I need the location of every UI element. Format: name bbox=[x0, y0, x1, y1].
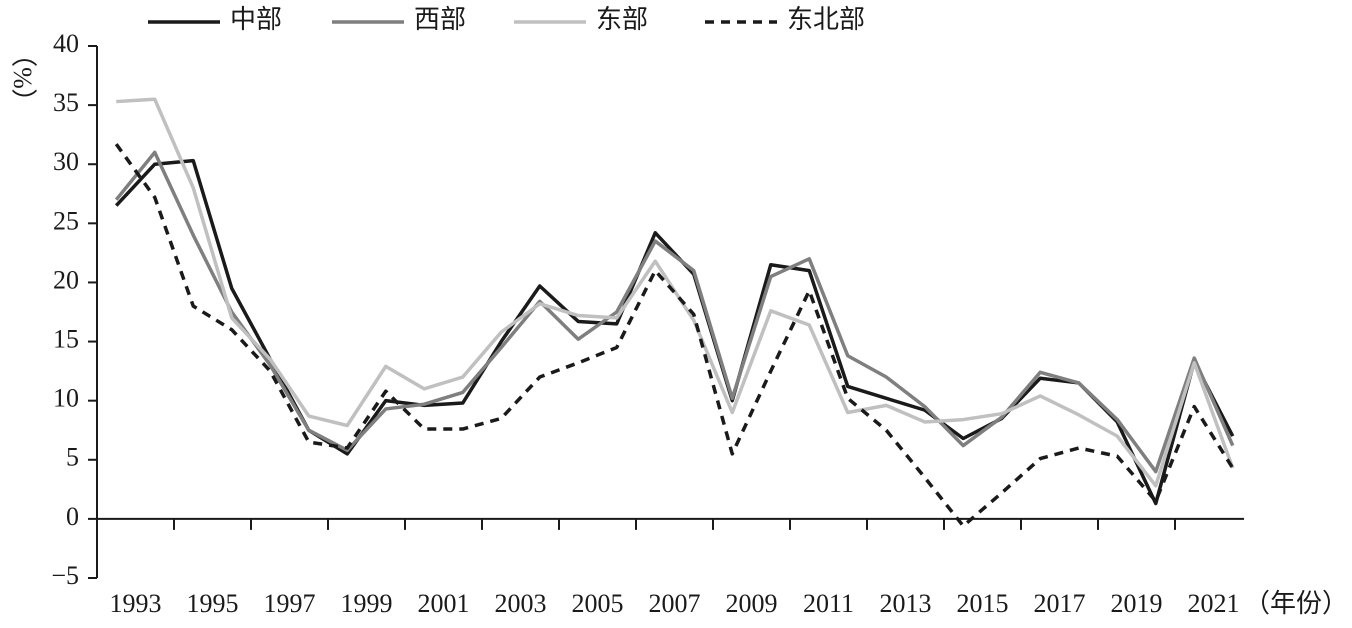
series-line bbox=[114, 158, 1235, 506]
y-tick-label: 35 bbox=[53, 88, 79, 117]
x-tick-label: 2021 bbox=[1188, 589, 1240, 618]
y-tick-label: 40 bbox=[53, 29, 79, 58]
x-tick-label: 2001 bbox=[418, 589, 470, 618]
x-tick-label: 2011 bbox=[803, 589, 854, 618]
x-tick-label: 2007 bbox=[649, 589, 701, 618]
series-line bbox=[114, 150, 1235, 474]
y-tick-label: 10 bbox=[53, 384, 79, 413]
y-tick-label: −5 bbox=[51, 561, 79, 590]
x-tick-label: 2015 bbox=[957, 589, 1009, 618]
x-tick-label: 2013 bbox=[880, 589, 932, 618]
x-tick-label: 2009 bbox=[726, 589, 778, 618]
x-tick-label: 2003 bbox=[495, 589, 547, 618]
y-tick-label: 5 bbox=[66, 443, 79, 472]
legend-label: 东北部 bbox=[787, 5, 865, 34]
y-tick-label: 15 bbox=[53, 325, 79, 354]
x-tick-label: 1995 bbox=[187, 589, 239, 618]
x-tick-label: 2017 bbox=[1034, 589, 1086, 618]
x-axis-label: （年份） bbox=[1244, 589, 1348, 618]
y-tick-label: 0 bbox=[66, 502, 79, 531]
y-tick-label: 20 bbox=[53, 265, 79, 294]
y-tick-label: 25 bbox=[53, 206, 79, 235]
y-tick-label: 30 bbox=[53, 147, 79, 176]
legend-label: 中部 bbox=[230, 5, 282, 34]
x-tick-label: 2019 bbox=[1111, 589, 1163, 618]
series-line bbox=[116, 97, 1235, 488]
legend-label: 西部 bbox=[414, 5, 466, 34]
y-axis-label: （%） bbox=[8, 41, 37, 115]
x-tick-label: 1999 bbox=[341, 589, 393, 618]
x-tick-label: 1993 bbox=[110, 589, 162, 618]
x-tick-label: 2005 bbox=[572, 589, 624, 618]
series-line bbox=[114, 143, 1235, 528]
legend-label: 东部 bbox=[596, 5, 648, 34]
x-tick-label: 1997 bbox=[264, 589, 316, 618]
